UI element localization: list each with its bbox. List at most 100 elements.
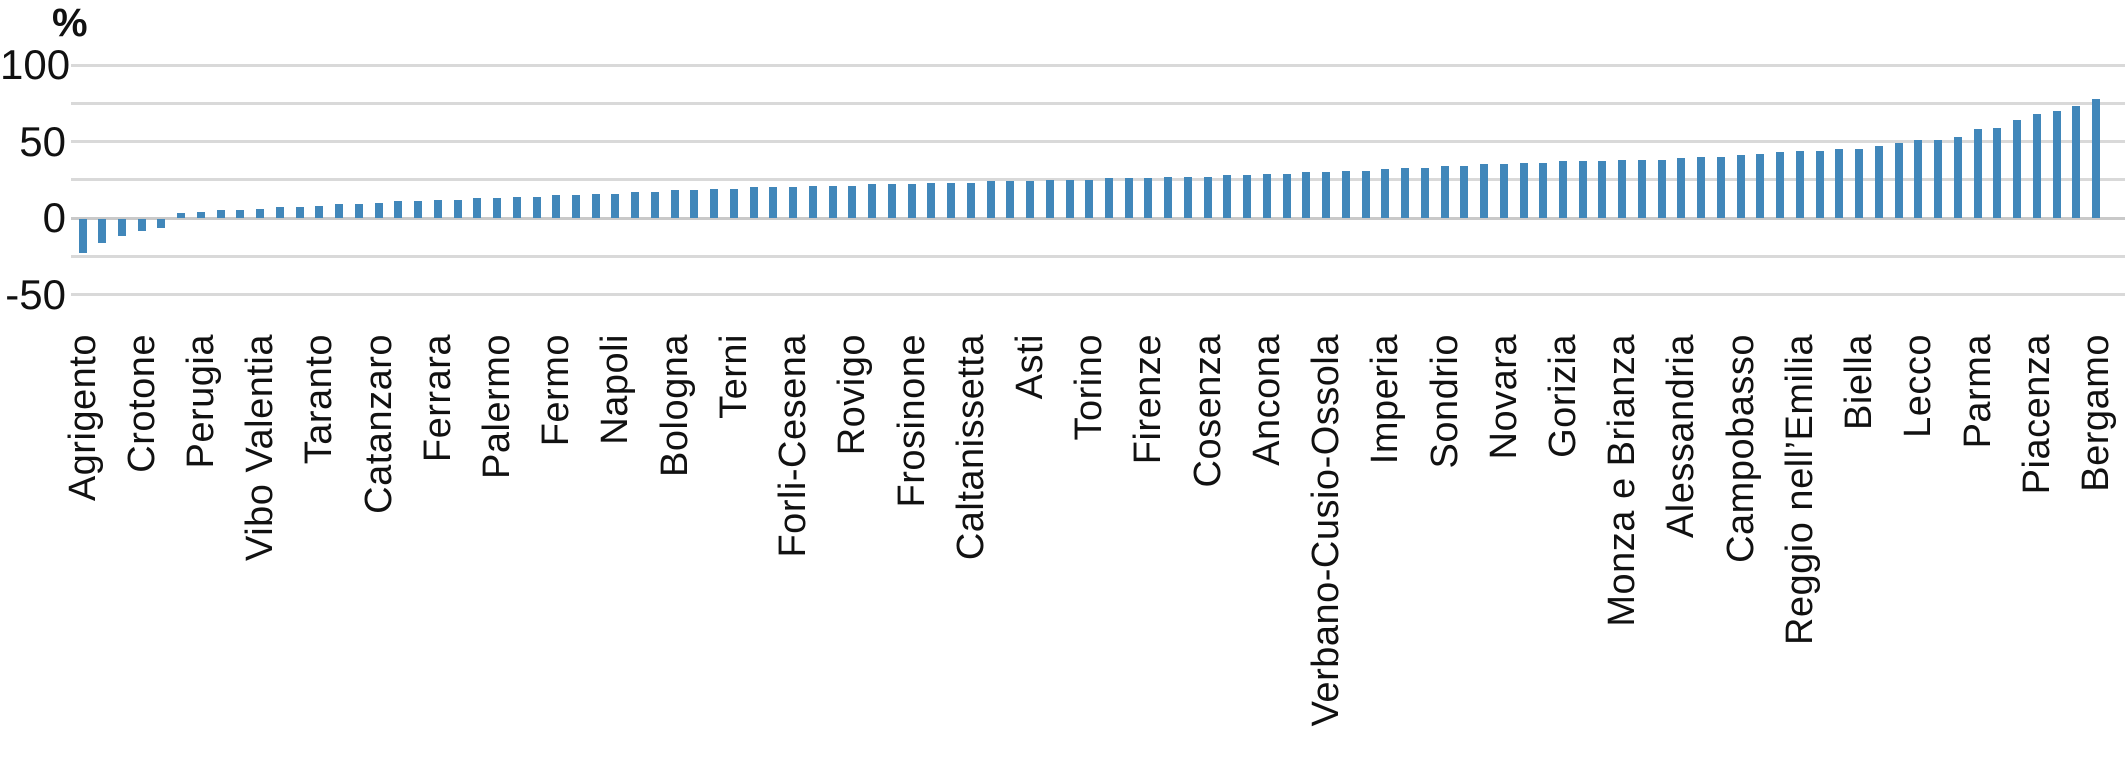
x-tick-label: Gorizia <box>1542 334 1584 458</box>
bar <box>354 204 363 218</box>
bar <box>493 198 502 218</box>
bar <box>1657 159 1666 218</box>
bar <box>1894 143 1903 218</box>
bar <box>808 185 817 218</box>
bar <box>927 182 936 218</box>
bar <box>473 198 482 218</box>
bar <box>1361 170 1370 218</box>
bar <box>907 184 916 218</box>
x-tick-label: Lecco <box>1897 334 1940 438</box>
bar <box>729 188 738 218</box>
bar <box>433 199 442 218</box>
x-tick-label: Piacenza <box>2015 334 2058 495</box>
bar <box>1401 167 1410 218</box>
bar <box>1874 146 1883 218</box>
bar <box>1183 176 1192 218</box>
bar <box>1914 139 1923 218</box>
bar <box>1578 161 1587 218</box>
bar <box>1835 149 1844 218</box>
bar <box>1973 129 1982 218</box>
x-tick-label: Caltanissetta <box>949 334 992 561</box>
x-tick-label: Campobasso <box>1719 334 1762 563</box>
x-tick-label: Napoli <box>594 334 637 445</box>
bar <box>1223 175 1232 218</box>
bar <box>2032 113 2041 218</box>
bar <box>552 195 561 218</box>
x-tick-label: Biella <box>1838 334 1881 430</box>
x-tick-label: Alessandria <box>1660 334 1703 539</box>
bar <box>591 193 600 218</box>
bar <box>236 210 245 218</box>
x-tick-label: Torino <box>1068 334 1111 441</box>
bar <box>1480 164 1489 218</box>
bar <box>414 201 423 218</box>
x-tick-label: Catanzaro <box>357 334 400 514</box>
bar <box>611 193 620 218</box>
bar <box>1203 176 1212 218</box>
bar <box>690 190 699 218</box>
bar <box>1302 172 1311 218</box>
bar <box>196 211 205 218</box>
bar <box>1637 159 1646 218</box>
x-tick-label: Fermo <box>535 334 578 447</box>
bar <box>986 181 995 218</box>
bar <box>1420 167 1429 218</box>
bar <box>1677 158 1686 218</box>
gridline <box>71 63 2125 67</box>
x-tick-label: Taranto <box>298 334 341 465</box>
bar <box>1795 150 1804 218</box>
bar <box>670 190 679 218</box>
x-tick-label: Monza e Brianza <box>1601 334 1644 627</box>
bar <box>2013 120 2022 218</box>
x-tick-label: Parma <box>1956 334 1999 449</box>
bar <box>1559 161 1567 218</box>
bar <box>1716 156 1725 218</box>
x-tick-label: Verbano-Cusio-Ossola <box>1305 334 1348 727</box>
bar <box>1006 181 1015 218</box>
x-tick-label: Bologna <box>653 334 696 477</box>
bar <box>1618 159 1627 218</box>
bar <box>137 219 146 232</box>
bar <box>947 182 956 218</box>
bar <box>315 205 324 218</box>
bar <box>1381 169 1390 218</box>
bar <box>1164 176 1173 218</box>
bar <box>157 219 166 229</box>
bar <box>1065 179 1074 218</box>
bar <box>1499 164 1508 218</box>
x-tick-label: Novara <box>1482 334 1525 460</box>
y-tick-label: 0 <box>42 194 66 241</box>
bar <box>1953 136 1962 218</box>
x-tick-label: Agrigento <box>61 334 104 502</box>
x-tick-label: Reggio nell’Emilia <box>1778 334 1821 646</box>
x-tick-label: Ferrara <box>416 334 459 463</box>
bar <box>275 207 284 218</box>
bar <box>2091 98 2100 218</box>
bar <box>1124 178 1133 218</box>
x-tick-label: Vibo Valentia <box>239 334 282 561</box>
bar <box>1026 181 1035 218</box>
bar <box>394 201 403 218</box>
x-tick-label: Rovigo <box>831 334 874 456</box>
bar <box>789 187 798 218</box>
bar <box>1736 155 1745 218</box>
bar <box>2052 110 2061 218</box>
bar <box>710 188 719 218</box>
bar <box>2072 106 2081 218</box>
bar <box>1045 179 1054 218</box>
bar <box>1815 150 1824 218</box>
bar <box>1262 173 1271 218</box>
gridline <box>71 101 2125 105</box>
gridline <box>71 254 2125 258</box>
bar <box>216 210 225 218</box>
bar <box>1322 172 1331 218</box>
zero-gridline <box>71 216 2125 220</box>
bar <box>78 219 87 253</box>
x-tick-label: Sondrio <box>1423 334 1466 469</box>
gridline <box>71 140 2125 143</box>
bar <box>1855 149 1864 218</box>
bar <box>1282 173 1291 218</box>
bar <box>1104 178 1113 218</box>
x-tick-label: Frosinone <box>890 334 933 508</box>
